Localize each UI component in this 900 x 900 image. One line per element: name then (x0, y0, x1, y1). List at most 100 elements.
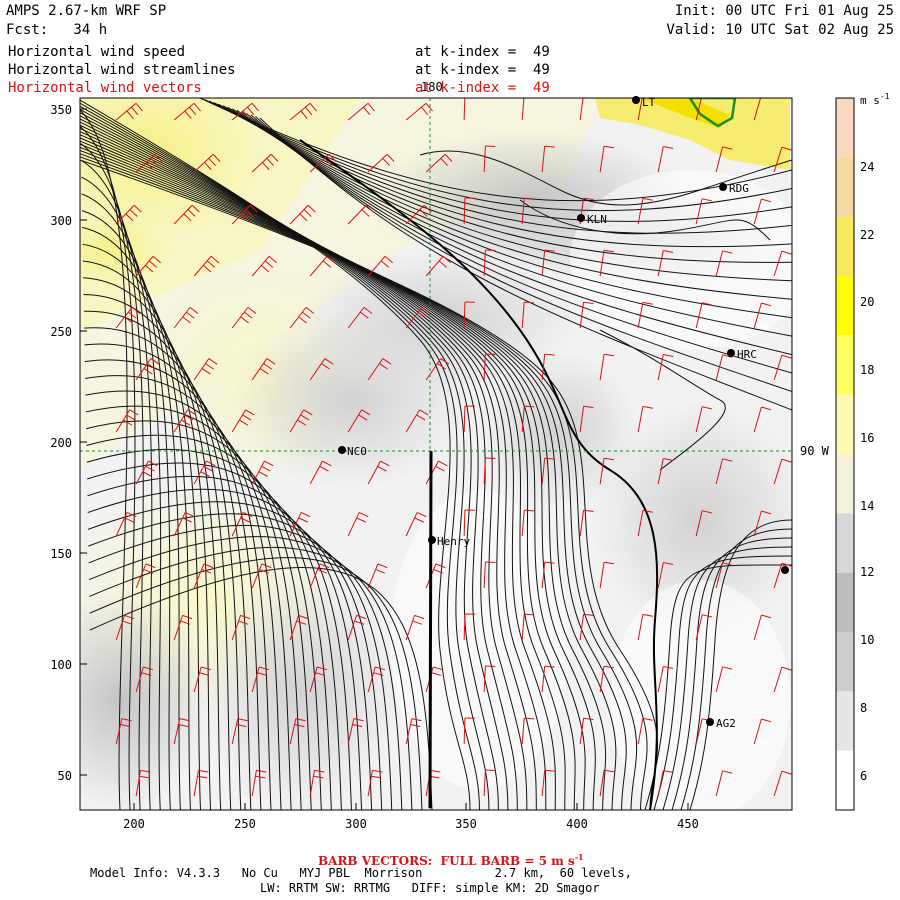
colorbar-tick-label: 12 (860, 565, 874, 579)
wind-barb (773, 666, 792, 693)
wind-barb (347, 718, 364, 745)
forecast-hour: Fcst: 34 h (6, 22, 108, 38)
streamline (671, 537, 792, 810)
wind-barb (463, 197, 475, 225)
wind-barb (637, 405, 653, 433)
wind-barb (309, 769, 325, 797)
streamline (662, 546, 792, 810)
streamline (80, 156, 648, 810)
wind-barb (193, 255, 220, 277)
wind-barb (425, 153, 453, 173)
wind-barb (541, 457, 555, 485)
streamline (88, 536, 403, 810)
wind-barb (193, 769, 209, 797)
wind-barb (193, 460, 216, 485)
wind-barb (231, 102, 259, 121)
wind-barb (657, 250, 674, 277)
x-tick-labels: 200 250 300 350 400 450 (123, 817, 699, 831)
wind-barb (483, 769, 496, 797)
wind-barb (599, 561, 614, 589)
streamline-major (299, 139, 659, 810)
station-nco-marker (338, 446, 346, 454)
wind-barb (231, 306, 257, 329)
x-tick-label: 300 (345, 817, 367, 831)
wind-barb (753, 614, 772, 641)
streamline (80, 159, 153, 810)
wind-barb (289, 511, 311, 537)
wind-barb (773, 146, 792, 173)
streamline (83, 294, 232, 810)
valid-time: Valid: 10 UTC Sat 02 Aug 25 (666, 22, 894, 38)
wind-barb (695, 510, 712, 537)
wind-barb (367, 153, 395, 173)
wind-barb (173, 306, 199, 329)
colorbar-cell (836, 750, 854, 810)
streamline (84, 327, 252, 810)
wind-barb (251, 769, 267, 797)
parallel-label: 90 W (800, 444, 830, 458)
station-kln-marker (577, 214, 585, 222)
station-lt-label: LT (642, 96, 656, 109)
station-east-marker (781, 566, 789, 574)
wind-barb (347, 306, 373, 329)
streamline (644, 564, 792, 810)
streamline (80, 146, 617, 810)
station-nco-label: NCO (347, 445, 367, 458)
streamline (204, 99, 792, 212)
wind-barb (173, 614, 193, 641)
wind-barb (405, 204, 432, 225)
colorbar-cell (836, 513, 854, 573)
streamline (80, 150, 627, 810)
wind-barb (231, 614, 251, 641)
streamline (653, 555, 792, 810)
colorbar-cell (836, 632, 854, 692)
x-tick-label: 350 (455, 817, 477, 831)
wind-barb (135, 153, 163, 173)
wind-barb (753, 718, 772, 745)
wind-barb (637, 301, 653, 329)
wind-barb (135, 358, 160, 381)
wind-barb (115, 511, 137, 537)
wind-barb (657, 146, 674, 173)
wind-barb (483, 561, 496, 589)
physics-info: LW: RRTM SW: RRTMG DIFF: simple KM: 2D S… (260, 881, 600, 895)
wind-barb (483, 145, 496, 173)
wind-barb (367, 358, 392, 381)
wind-barb (521, 717, 535, 745)
streamline (80, 137, 586, 810)
streamline (89, 566, 433, 810)
wind-barb (135, 460, 158, 485)
wind-barb (715, 458, 733, 485)
wind-barb (579, 405, 594, 433)
wind-barb (251, 153, 279, 173)
wind-barb (715, 770, 733, 797)
wind-barb (289, 409, 313, 433)
wind-barb (115, 204, 142, 225)
colorbar-cell (836, 216, 854, 276)
wind-barb (599, 353, 614, 381)
streamline (87, 488, 363, 810)
wind-barb (289, 204, 316, 225)
wind-barb (483, 353, 496, 381)
wind-barb (135, 255, 162, 277)
streamline (83, 277, 222, 810)
streamline (227, 106, 792, 282)
streamline (236, 109, 792, 319)
wind-barb (637, 613, 653, 641)
x-tick-label: 450 (677, 817, 699, 831)
colorbar-cell (836, 335, 854, 395)
init-time: Init: 00 UTC Fri 01 Aug 25 (674, 3, 894, 19)
wind-barb (347, 204, 374, 225)
station-henry-marker (428, 536, 436, 544)
wind-barb (579, 98, 584, 121)
wind-barb (405, 614, 425, 641)
wind-barb (773, 250, 792, 277)
wind-barb (347, 409, 371, 433)
wind-barb (173, 409, 197, 433)
wind-barb (521, 405, 535, 433)
wind-barb (251, 666, 269, 693)
colorbar-cell (836, 691, 854, 751)
wind-barb (753, 302, 772, 329)
wind-barb (251, 358, 276, 381)
